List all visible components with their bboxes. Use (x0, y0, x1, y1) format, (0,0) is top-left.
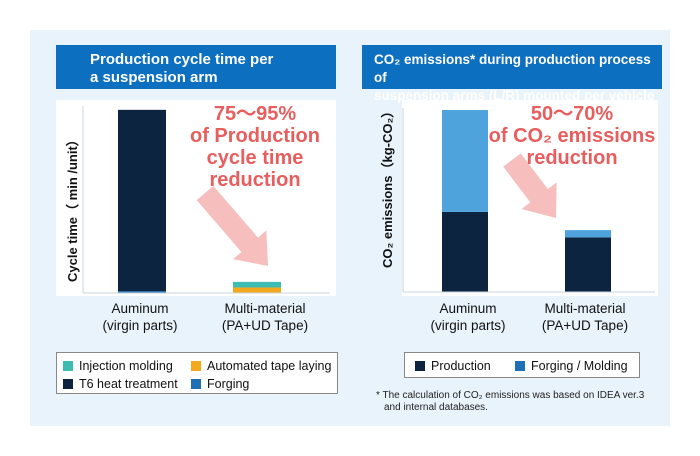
right-y-axis-label: CO₂ emissions（kg-CO₂） (380, 104, 395, 268)
legend-swatch-forging (191, 379, 201, 389)
left-callout-line1: 75～95% (213, 103, 297, 125)
left-x-label-multimaterial-line1: Multi-material (224, 301, 306, 316)
right-x-label-multimaterial-line2: (PA+UD Tape) (541, 318, 629, 333)
left-x-label-aluminum: Auminum (virgin parts) (80, 300, 200, 334)
legend-label-automated-tape-laying: Automated tape laying (207, 359, 332, 373)
right-bar-multi-material-forging-molding (565, 230, 611, 238)
left-callout-line4: reduction (209, 169, 301, 191)
right-chart-title: CO₂ emissions* during production process… (362, 45, 662, 103)
right-title-line1: CO₂ emissions* during production process… (374, 52, 651, 85)
left-chart-title: Production cycle time per a suspension a… (56, 45, 336, 89)
right-x-label-aluminum-line1: Auminum (439, 301, 497, 316)
left-title-line1: Production cycle time per (90, 51, 274, 68)
legend-label-forging-molding: Forging / Molding (531, 359, 628, 373)
legend-label-production: Production (431, 359, 491, 373)
legend-label-forging: Forging (207, 377, 250, 391)
right-callout-line3: reduction (526, 147, 618, 169)
right-bar-auminum-forging-molding (442, 110, 488, 212)
left-x-label-aluminum-line1: Auminum (111, 301, 169, 316)
left-chart-area (56, 100, 336, 296)
left-reduction-arrow (196, 185, 268, 266)
left-bar-auminum-forging (118, 291, 166, 293)
legend-item-t6-heat-treatment: T6 heat treatment (63, 377, 178, 391)
left-bar-multi-material-automated-tape-laying (233, 287, 281, 293)
right-x-label-aluminum: Auminum (virgin parts) (408, 300, 528, 334)
legend-label-t6-heat-treatment: T6 heat treatment (79, 377, 178, 391)
legend-item-forging: Forging (191, 377, 249, 391)
legend-swatch-injection-molding (63, 361, 73, 371)
footnote-line1: * The calculation of CO₂ emissions was b… (376, 390, 645, 401)
legend-swatch-forging-molding (515, 361, 525, 371)
left-callout-line2: of Production (190, 125, 320, 147)
legend-swatch-automated-tape-laying (191, 361, 201, 371)
left-legend: Injection molding Automated tape laying … (56, 352, 338, 394)
right-x-label-aluminum-line2: (virgin parts) (430, 318, 506, 333)
left-x-label-multimaterial-line2: (PA+UD Tape) (221, 318, 309, 333)
right-x-label-multimaterial-line1: Multi-material (544, 301, 626, 316)
left-bar-multi-material-injection-molding (233, 281, 281, 288)
legend-item-forging-molding: Forging / Molding (515, 359, 628, 373)
right-reduction-callout: 50～70% of CO₂ emissions reduction (486, 103, 658, 169)
right-title-line2: suspension arms (L/R) mounted per vehicl… (374, 88, 655, 103)
co2-footnote: * The calculation of CO₂ emissions was b… (376, 390, 666, 414)
right-bar-multi-material-production (565, 237, 611, 292)
footnote-line2: and internal databases. (384, 402, 488, 413)
left-x-label-aluminum-line2: (virgin parts) (102, 318, 178, 333)
legend-item-injection-molding: Injection molding (63, 359, 173, 373)
left-bar-auminum-t6-heat-treatment (118, 109, 166, 292)
left-callout-line3: cycle time (206, 147, 304, 169)
right-callout-line2: of CO₂ emissions (488, 125, 656, 147)
legend-label-injection-molding: Injection molding (79, 359, 173, 373)
right-callout-line1: 50～70% (530, 103, 614, 125)
right-bar-auminum-production (442, 211, 488, 292)
right-legend: Production Forging / Molding (404, 352, 640, 378)
left-reduction-callout: 75～95% of Production cycle time reductio… (170, 103, 340, 191)
legend-item-automated-tape-laying: Automated tape laying (191, 359, 331, 373)
legend-swatch-production (415, 361, 425, 371)
right-reduction-arrow (503, 153, 557, 218)
legend-item-production: Production (415, 359, 491, 373)
right-x-label-multimaterial: Multi-material (PA+UD Tape) (520, 300, 650, 334)
left-x-label-multimaterial: Multi-material (PA+UD Tape) (200, 300, 330, 334)
legend-swatch-t6-heat-treatment (63, 379, 73, 389)
left-title-line2: a suspension arm (90, 69, 218, 86)
